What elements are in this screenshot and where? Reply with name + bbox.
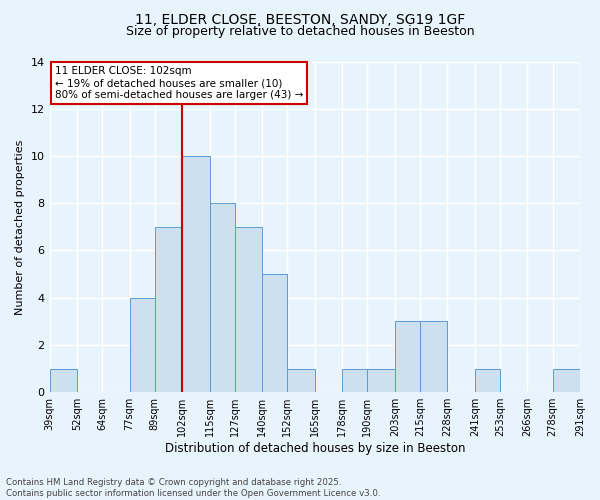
Bar [182, 156, 209, 392]
Bar [209, 203, 235, 392]
Bar [235, 227, 262, 392]
Bar [342, 368, 367, 392]
Bar [553, 368, 580, 392]
Bar [287, 368, 315, 392]
Bar [475, 368, 500, 392]
Bar [130, 298, 155, 392]
Text: Contains HM Land Registry data © Crown copyright and database right 2025.
Contai: Contains HM Land Registry data © Crown c… [6, 478, 380, 498]
Bar [155, 227, 182, 392]
Bar [367, 368, 395, 392]
Bar [50, 368, 77, 392]
Bar [420, 322, 448, 392]
Y-axis label: Number of detached properties: Number of detached properties [15, 139, 25, 314]
Text: Size of property relative to detached houses in Beeston: Size of property relative to detached ho… [125, 25, 475, 38]
Bar [262, 274, 287, 392]
Text: 11 ELDER CLOSE: 102sqm
← 19% of detached houses are smaller (10)
80% of semi-det: 11 ELDER CLOSE: 102sqm ← 19% of detached… [55, 66, 303, 100]
X-axis label: Distribution of detached houses by size in Beeston: Distribution of detached houses by size … [164, 442, 465, 455]
Text: 11, ELDER CLOSE, BEESTON, SANDY, SG19 1GF: 11, ELDER CLOSE, BEESTON, SANDY, SG19 1G… [135, 12, 465, 26]
Bar [395, 322, 420, 392]
